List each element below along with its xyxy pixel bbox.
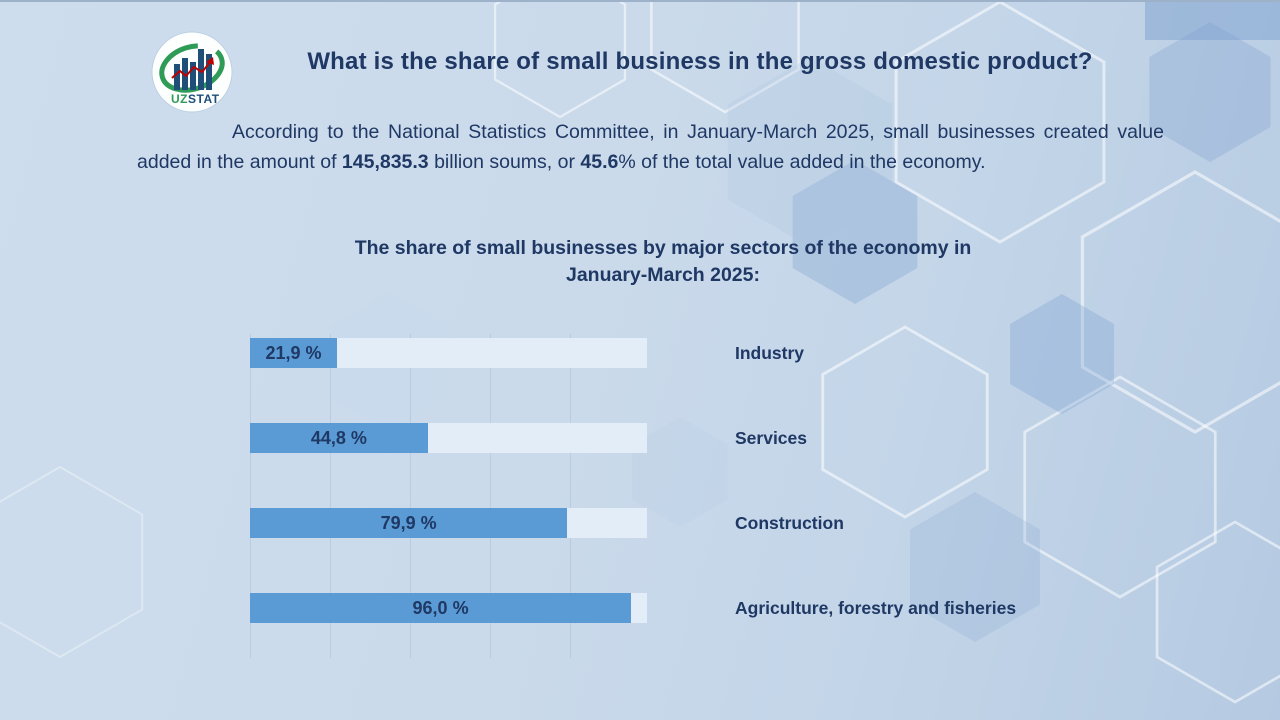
category-label-industry: Industry: [735, 342, 805, 363]
intro-value-percent: 45.6: [580, 150, 619, 173]
chart-row-industry: 21,9 % Industry: [250, 338, 1130, 368]
bar-construction: 79,9 %: [250, 508, 568, 538]
intro-part2: billion soums, or: [428, 150, 581, 173]
svg-text:UZSTAT: UZSTAT: [171, 92, 220, 106]
bar-value-label: 96,0 %: [412, 597, 469, 618]
bar-track: 79,9 %: [250, 508, 647, 538]
chart-row-agriculture: 96,0 % Agriculture, forestry and fisheri…: [250, 593, 1130, 623]
chart-title: The share of small businesses by major s…: [354, 237, 972, 286]
chart-row-construction: 79,9 % Construction: [250, 508, 1130, 538]
bar-value-label: 44,8 %: [310, 427, 367, 448]
category-label-services: Services: [735, 427, 808, 448]
logo-trend-line-icon: [171, 60, 212, 79]
logo-text-stat: STAT: [188, 92, 220, 106]
bar-value-label: 79,9 %: [380, 512, 437, 533]
bar-track: 96,0 %: [250, 593, 647, 623]
bar-agriculture: 96,0 %: [250, 593, 632, 623]
intro-part3: % of the total value added in the econom…: [618, 150, 986, 173]
chart-row-services: 44,8 % Services: [250, 423, 1130, 453]
uzstat-logo: UZSTAT: [151, 31, 233, 113]
bar-chart: 21,9 % Industry 44,8 % Services 79,9 % C…: [250, 334, 1016, 658]
category-label-construction: Construction: [735, 512, 844, 533]
intro-part1: According to the National Statistics Com…: [137, 121, 1164, 173]
page-title: What is the share of small business in t…: [307, 48, 1093, 75]
bar-services: 44,8 %: [250, 423, 428, 453]
intro-paragraph: According to the National Statistics Com…: [137, 118, 1164, 177]
logo-text-uz: UZ: [171, 92, 188, 106]
bar-track: 44,8 %: [250, 423, 647, 453]
bar-value-label: 21,9 %: [265, 342, 322, 363]
intro-value-billion-soums: 145,835.3: [341, 150, 429, 173]
category-label-agriculture: Agriculture, forestry and fisheries: [735, 597, 1017, 618]
bar-industry: 21,9 %: [250, 338, 337, 368]
bar-track: 21,9 %: [250, 338, 647, 368]
